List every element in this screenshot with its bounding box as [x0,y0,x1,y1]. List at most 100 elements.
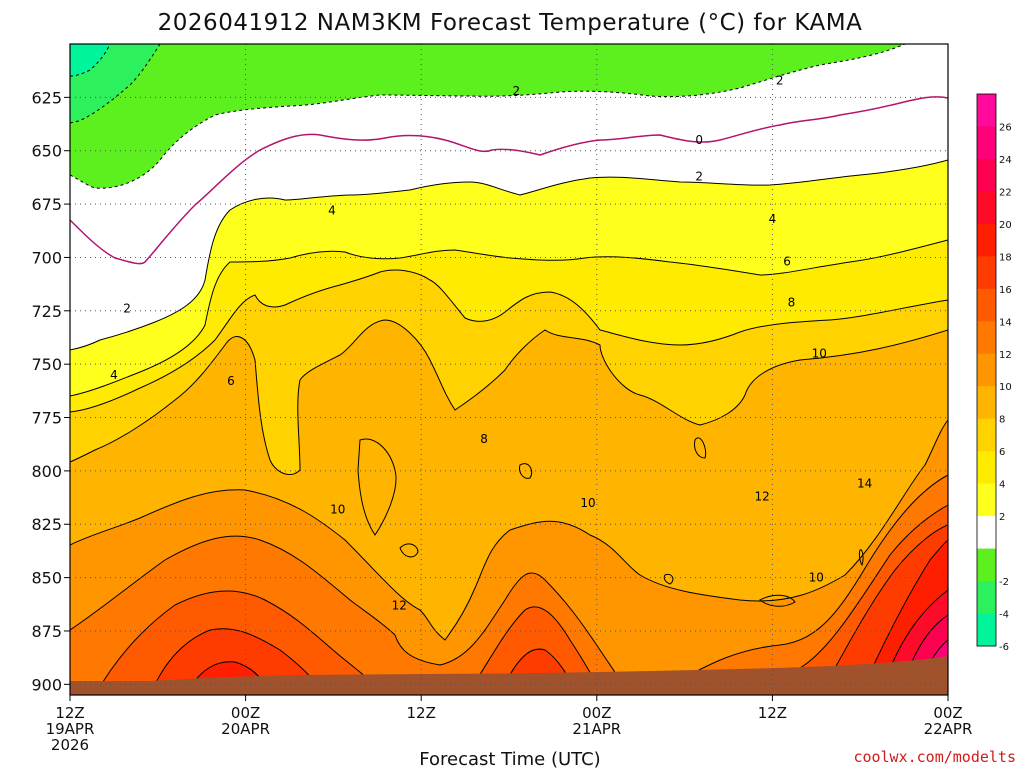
colorbar-label: 14 [999,317,1012,328]
colorbar-swatch [977,288,996,322]
contour-label: 4 [328,203,336,217]
band-white-fill [70,44,948,350]
colorbar-swatch [977,223,996,257]
colorbar-swatch [977,94,996,127]
contour-label: 10 [812,346,827,360]
colorbar-swatch [977,418,996,452]
colorbar-label: 8 [999,415,1005,426]
contour-14 [94,504,948,695]
colorbar-label: 10 [999,382,1012,393]
colorbar-label: 22 [999,187,1012,198]
y-tick-label: 775 [31,409,62,428]
contour-labels: 2 2 0 2 2 4 4 4 6 6 8 8 10 10 10 10 12 12 14 [110,73,872,612]
x-tick-label-line2: 20APR [221,720,270,738]
colorbar-label: 16 [999,285,1012,296]
x-tick-label-line2: 21APR [572,720,621,738]
colorbar-label: 20 [999,220,1012,231]
y-tick-label: 650 [31,142,62,161]
colorbar-label: 12 [999,350,1012,361]
band-14-16 [95,505,948,695]
x-tick-label-line1: 00Z [582,704,611,722]
contour-label: 14 [857,477,872,491]
contour-label: 2 [123,302,131,316]
colorbar-label: 26 [999,122,1012,133]
y-tick-label: 625 [31,88,62,107]
colorbar-swatch [977,321,996,355]
y-tick-label: 800 [31,462,62,481]
colorbar-swatch [977,353,996,387]
colorbar-frame [976,93,997,647]
contour-label: 0 [695,133,703,147]
contour-4 [70,239,948,397]
colorbar-label: -4 [999,610,1009,621]
contour-label: 6 [227,374,235,388]
plot-frame [69,43,949,696]
colorbar-swatch [977,548,996,582]
x-tick-label-line1: 12Z [407,704,436,722]
contour-label: 2 [695,169,703,183]
colorbar-label: -2 [999,577,1009,588]
colorbar-label: 18 [999,252,1012,263]
contour-12 [70,474,948,681]
colorbar-swatch [977,516,996,550]
contour-small-islands [399,437,864,585]
colorbar-swatch [977,256,996,290]
y-tick-label: 850 [31,569,62,588]
contour-neg6 [70,44,111,77]
contour-label: 12 [755,489,770,503]
colorbar-label: 6 [999,447,1005,458]
ground-terrain [70,656,948,695]
contour-label: 2 [776,73,784,87]
x-tick-label-line3: 2026 [51,736,89,754]
band-neg6-neg4 [70,44,110,76]
y-tick-label: 875 [31,622,62,641]
colorbar-swatch [977,126,996,160]
contour-label: 8 [788,295,796,309]
colorbar-label: -6 [999,642,1009,653]
x-tick-label-line1: 00Z [933,704,962,722]
y-tick-label: 700 [31,248,62,267]
contour-neg4 [70,44,161,124]
colorbar-swatch [977,451,996,485]
x-tick-label-line1: 00Z [231,704,260,722]
x-axis-label: Forecast Time (UTC) [419,749,600,768]
y-tick-label: 825 [31,515,62,534]
contour-2 [70,159,948,351]
x-tick-label-line1: 12Z [55,704,84,722]
contour-label: 12 [392,598,407,612]
x-gridlines [245,44,773,695]
colorbar-swatch [977,581,996,615]
colorbar-label: 24 [999,155,1012,166]
colorbar-swatch [977,386,996,420]
x-tick-label-line1: 12Z [758,704,787,722]
colorbar-label: 4 [999,480,1005,491]
credit-text: coolwx.com/modelts [853,748,1016,766]
contour-label: 4 [110,368,118,382]
band-neg2-2 [70,44,948,189]
contour-label: 10 [809,571,824,585]
y-tick-label: 725 [31,302,62,321]
colorbar-label: 2 [999,512,1005,523]
y-axis: 625 650 675 700 725 750 775 800 825 850 875 900 [31,88,70,694]
y-tick-label: 750 [31,355,62,374]
contour-label: 2 [512,84,520,98]
chart-title: 2026041912 NAM3KM Forecast Temperature (… [158,10,863,36]
colorbar: 26 24 22 20 18 16 14 12 10 8 6 4 2 -2 -4 -6 [976,93,1012,653]
x-tick-label-line2: 22APR [924,720,973,738]
zero-degree-line [70,96,948,265]
contour-8 [70,319,948,475]
colorbar-swatch [977,191,996,225]
colorbar-swatch [977,483,996,517]
contour-12-island [759,594,796,607]
contour-label: 8 [480,432,488,446]
contour-6 [70,269,948,413]
contour-label: 4 [769,212,777,226]
contour-label: 10 [580,496,595,510]
colorbar-swatch [977,613,996,647]
y-tick-label: 675 [31,195,62,214]
x-tick-label-line2: 19APR [46,720,95,738]
colorbar-swatch [977,158,996,192]
y-tick-label: 900 [31,675,62,694]
